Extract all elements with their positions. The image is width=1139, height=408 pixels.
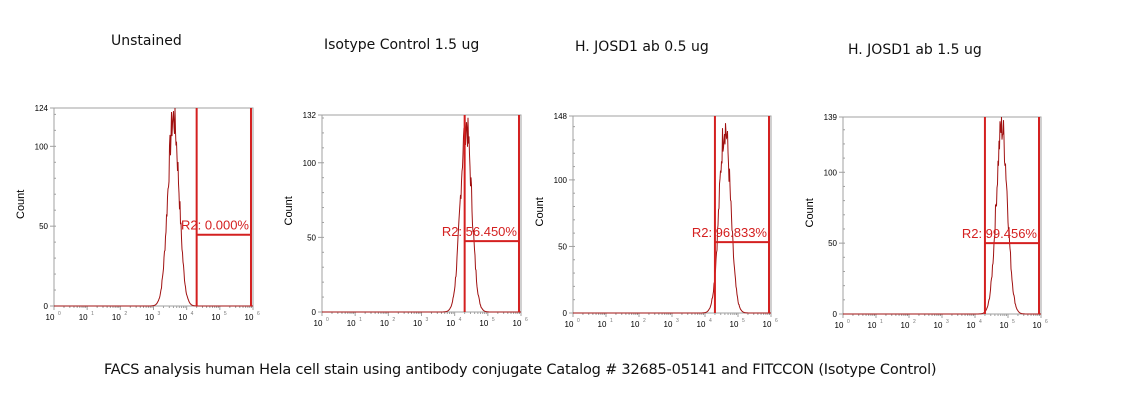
- svg-text:6: 6: [257, 311, 260, 317]
- svg-text:10: 10: [245, 313, 254, 322]
- svg-text:50: 50: [307, 233, 316, 242]
- svg-text:10: 10: [79, 313, 88, 322]
- svg-text:10: 10: [763, 320, 772, 329]
- svg-text:50: 50: [39, 222, 48, 231]
- figure-caption: FACS analysis human Hela cell stain usin…: [104, 362, 937, 378]
- svg-text:6: 6: [1045, 319, 1048, 325]
- gate-label: R2: 99.456%: [962, 226, 1038, 241]
- svg-text:10: 10: [112, 313, 121, 322]
- svg-text:3: 3: [426, 317, 429, 323]
- svg-text:1: 1: [880, 319, 883, 325]
- svg-text:10: 10: [835, 321, 844, 330]
- svg-text:1: 1: [91, 311, 94, 317]
- panel-title-isotype: Isotype Control 1.5 ug: [324, 37, 480, 53]
- panel-title-josd1-05: H. JOSD1 ab 0.5 ug: [575, 39, 709, 55]
- gate-label: R2: 56.450%: [442, 224, 518, 239]
- svg-text:1: 1: [610, 318, 613, 324]
- svg-text:3: 3: [676, 318, 679, 324]
- svg-text:0: 0: [833, 310, 838, 319]
- svg-text:10: 10: [598, 320, 607, 329]
- svg-text:10: 10: [413, 319, 422, 328]
- svg-text:5: 5: [1012, 319, 1015, 325]
- svg-text:10: 10: [934, 321, 943, 330]
- histogram-trace: [54, 107, 253, 307]
- svg-text:100: 100: [303, 159, 317, 168]
- panel-title-josd1-15: H. JOSD1 ab 1.5 ug: [848, 42, 982, 58]
- svg-text:10: 10: [46, 313, 55, 322]
- svg-text:10: 10: [565, 320, 574, 329]
- svg-text:2: 2: [913, 319, 916, 325]
- svg-text:0: 0: [58, 311, 61, 317]
- svg-text:10: 10: [664, 320, 673, 329]
- svg-text:10: 10: [868, 321, 877, 330]
- svg-text:124: 124: [35, 104, 49, 113]
- svg-text:2: 2: [392, 317, 395, 323]
- svg-text:10: 10: [513, 319, 522, 328]
- svg-text:2: 2: [643, 318, 646, 324]
- svg-text:6: 6: [525, 317, 528, 323]
- svg-text:50: 50: [828, 239, 837, 248]
- svg-text:10: 10: [479, 319, 488, 328]
- svg-text:0: 0: [577, 318, 580, 324]
- svg-text:2: 2: [124, 311, 127, 317]
- svg-text:0: 0: [44, 302, 49, 311]
- histogram-trace: [573, 123, 771, 314]
- panel-title-unstained: Unstained: [111, 33, 182, 49]
- histogram-trace: [843, 116, 1041, 315]
- svg-text:10: 10: [1000, 321, 1009, 330]
- svg-text:0: 0: [326, 317, 329, 323]
- svg-text:139: 139: [824, 113, 838, 122]
- svg-text:10: 10: [211, 313, 220, 322]
- svg-text:10: 10: [1033, 321, 1042, 330]
- svg-text:10: 10: [446, 319, 455, 328]
- gate-label: R2: 96.833%: [692, 225, 768, 240]
- svg-text:4: 4: [459, 317, 462, 323]
- svg-text:10: 10: [730, 320, 739, 329]
- svg-text:100: 100: [824, 168, 838, 177]
- svg-text:0: 0: [312, 308, 317, 317]
- svg-text:100: 100: [554, 176, 568, 185]
- svg-text:5: 5: [492, 317, 495, 323]
- svg-text:10: 10: [145, 313, 154, 322]
- svg-text:100: 100: [35, 142, 49, 151]
- svg-text:1: 1: [359, 317, 362, 323]
- gate-label: R2: 0.000%: [181, 218, 249, 233]
- svg-text:10: 10: [314, 319, 323, 328]
- svg-text:132: 132: [303, 111, 317, 120]
- svg-text:10: 10: [347, 319, 356, 328]
- svg-text:3: 3: [158, 311, 161, 317]
- svg-text:10: 10: [697, 320, 706, 329]
- svg-text:4: 4: [191, 311, 194, 317]
- svg-text:10: 10: [967, 321, 976, 330]
- svg-text:10: 10: [178, 313, 187, 322]
- y-axis-label: Count: [804, 198, 816, 227]
- svg-text:0: 0: [563, 309, 568, 318]
- svg-text:6: 6: [775, 318, 778, 324]
- svg-text:4: 4: [979, 319, 982, 325]
- svg-text:3: 3: [946, 319, 949, 325]
- svg-text:10: 10: [380, 319, 389, 328]
- svg-text:148: 148: [554, 112, 568, 121]
- y-axis-label: Count: [15, 190, 27, 219]
- svg-text:50: 50: [558, 242, 567, 251]
- svg-text:5: 5: [224, 311, 227, 317]
- svg-text:10: 10: [901, 321, 910, 330]
- svg-text:10: 10: [631, 320, 640, 329]
- svg-text:4: 4: [709, 318, 712, 324]
- y-axis-label: Count: [283, 196, 295, 225]
- y-axis-label: Count: [534, 197, 546, 226]
- histogram-trace: [322, 114, 521, 313]
- svg-text:5: 5: [742, 318, 745, 324]
- svg-text:0: 0: [847, 319, 850, 325]
